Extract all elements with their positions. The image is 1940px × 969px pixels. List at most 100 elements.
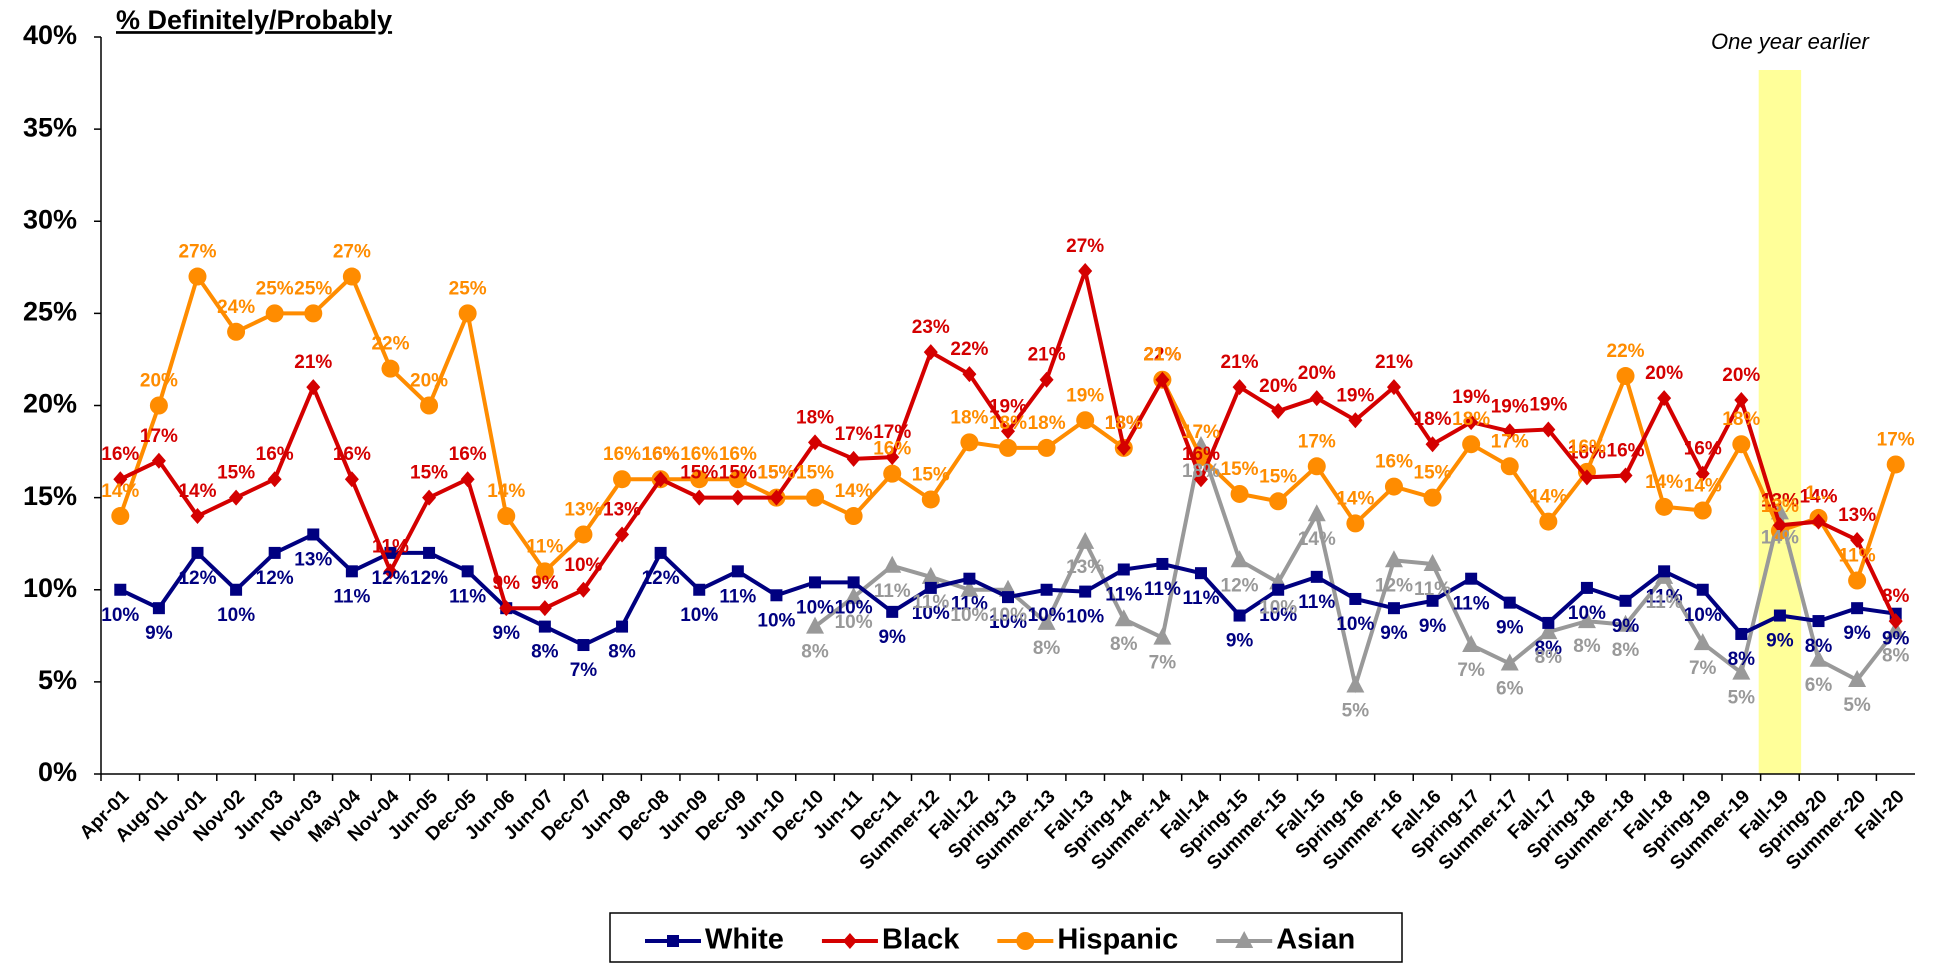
marker xyxy=(1153,627,1172,645)
data-label: 13% xyxy=(564,499,602,520)
data-label: 12% xyxy=(178,568,216,589)
data-label: 11% xyxy=(1144,579,1181,600)
y-tick-label: 35% xyxy=(23,112,77,142)
data-label: 25% xyxy=(294,278,332,299)
data-label: 19% xyxy=(1491,396,1529,417)
marker xyxy=(384,546,397,559)
data-label: 8% xyxy=(1033,638,1061,659)
marker xyxy=(1346,514,1365,533)
marker xyxy=(111,507,130,526)
data-label: 7% xyxy=(1149,653,1177,674)
marker xyxy=(806,616,825,634)
data-label: 17% xyxy=(1491,431,1529,452)
data-label: 15% xyxy=(757,463,795,484)
data-label: 12% xyxy=(371,568,409,589)
data-label: 20% xyxy=(1259,376,1297,397)
data-label: 14% xyxy=(1684,476,1722,497)
marker xyxy=(1772,517,1787,534)
data-label: 15% xyxy=(1221,459,1259,480)
marker xyxy=(151,452,166,469)
data-label: 23% xyxy=(912,317,950,338)
marker xyxy=(885,449,900,466)
data-label: 16% xyxy=(1684,439,1722,460)
legend-label: White xyxy=(705,924,784,956)
marker xyxy=(692,489,707,506)
data-label: 1... xyxy=(1805,483,1831,504)
marker xyxy=(1542,616,1555,629)
legend-label: Asian xyxy=(1276,924,1355,956)
data-label: 9% xyxy=(145,623,173,644)
marker xyxy=(1500,653,1519,671)
marker xyxy=(1696,583,1709,596)
marker xyxy=(1037,438,1056,457)
marker xyxy=(1156,557,1169,570)
marker xyxy=(615,526,630,543)
data-label: 10% xyxy=(912,603,950,624)
data-label: 15% xyxy=(1259,466,1297,487)
data-label: 8% xyxy=(1535,638,1563,659)
marker xyxy=(188,267,207,286)
marker xyxy=(844,587,863,605)
marker xyxy=(461,565,474,578)
data-label: 12% xyxy=(1221,575,1259,596)
data-label: 9% xyxy=(1882,629,1910,650)
chart-title: % Definitely/Probably xyxy=(116,5,392,35)
data-label: 10% xyxy=(950,605,988,626)
data-label: 19% xyxy=(1066,385,1104,406)
data-label: 7% xyxy=(1457,660,1485,681)
marker xyxy=(345,565,358,578)
marker xyxy=(999,438,1017,457)
marker xyxy=(1734,391,1749,408)
marker xyxy=(422,489,437,506)
marker xyxy=(1693,633,1712,651)
marker xyxy=(342,267,361,286)
marker xyxy=(1384,550,1403,568)
data-label: 5% xyxy=(1728,688,1756,709)
marker xyxy=(1387,602,1400,615)
data-label: 16% xyxy=(642,444,680,465)
data-label: 10% xyxy=(564,555,602,576)
marker xyxy=(1503,596,1516,609)
marker xyxy=(1191,448,1210,467)
marker xyxy=(268,546,281,559)
marker xyxy=(306,379,321,396)
data-label: 11% xyxy=(1646,592,1683,613)
marker xyxy=(1425,436,1440,453)
data-label: 17% xyxy=(1298,431,1336,452)
marker xyxy=(1886,455,1905,474)
data-label: 15% xyxy=(410,463,448,484)
marker xyxy=(809,576,822,589)
data-label: 16% xyxy=(680,444,718,465)
marker xyxy=(229,489,244,506)
data-label: 10% xyxy=(1259,597,1297,618)
legend-label: Hispanic xyxy=(1057,924,1178,956)
marker xyxy=(1657,390,1672,407)
data-label: 9% xyxy=(493,623,521,644)
marker xyxy=(1001,423,1015,440)
data-label: 8% xyxy=(1882,586,1910,607)
data-label: 10% xyxy=(796,597,834,618)
marker xyxy=(1272,583,1285,596)
marker xyxy=(1888,613,1903,630)
data-label: 18% xyxy=(989,413,1027,434)
marker xyxy=(1423,553,1442,571)
marker xyxy=(265,304,284,323)
marker xyxy=(1812,615,1825,628)
data-label: 14% xyxy=(1336,488,1374,509)
data-label: 14% xyxy=(1298,529,1336,550)
data-label: 10% xyxy=(1028,605,1066,626)
data-label: 9% xyxy=(1766,631,1794,652)
data-label: 15% xyxy=(217,463,255,484)
y-tick-label: 40% xyxy=(23,20,77,50)
marker xyxy=(1349,592,1362,605)
data-label: 15% xyxy=(1414,463,1452,484)
data-label: 12% xyxy=(1375,575,1413,596)
marker xyxy=(1500,457,1519,476)
marker xyxy=(460,471,475,488)
data-label: 8% xyxy=(1612,640,1640,661)
marker xyxy=(960,433,979,452)
marker xyxy=(535,562,554,581)
marker xyxy=(731,565,744,578)
data-label: 11% xyxy=(951,594,988,615)
data-label: 14% xyxy=(487,481,525,502)
